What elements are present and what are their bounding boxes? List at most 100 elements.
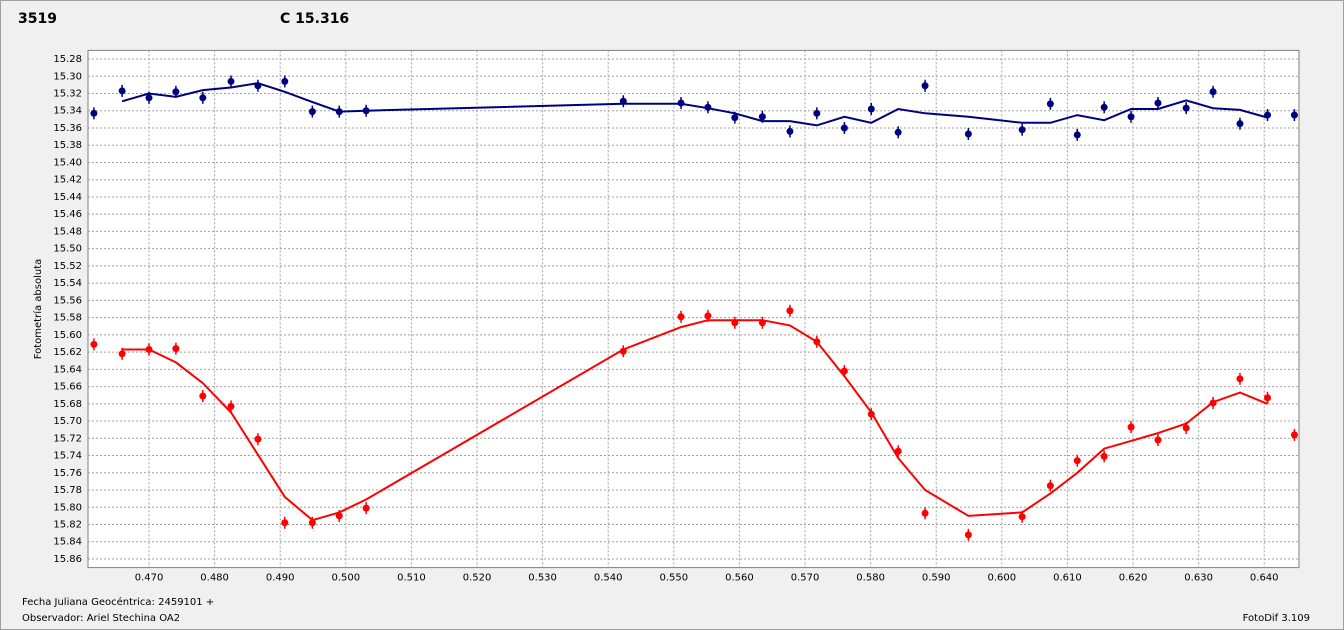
- point-dot: [254, 435, 262, 443]
- y-tick-label: 15.28: [53, 54, 82, 65]
- y-tick-label: 15.36: [53, 123, 82, 134]
- point-dot: [1264, 394, 1272, 402]
- point-dot: [308, 519, 316, 527]
- x-tick-label: 0.550: [659, 573, 688, 584]
- point-dot: [1154, 99, 1162, 107]
- data-point: [677, 310, 685, 323]
- data-point: [254, 433, 262, 446]
- point-dot: [1073, 457, 1081, 465]
- data-point: [1073, 128, 1081, 141]
- y-tick-label: 15.76: [53, 468, 82, 479]
- data-point: [813, 107, 821, 120]
- point-dot: [1073, 131, 1081, 139]
- data-point: [786, 304, 794, 317]
- y-tick-label: 15.80: [53, 502, 82, 513]
- y-axis-label: Fotometría absoluta: [32, 259, 44, 360]
- data-point: [281, 516, 289, 529]
- fit-line: [122, 319, 1268, 522]
- data-point: [227, 75, 235, 88]
- data-point: [964, 128, 972, 141]
- point-dot: [964, 130, 972, 138]
- data-point: [308, 105, 316, 118]
- point-dot: [1154, 436, 1162, 444]
- data-point: [90, 107, 98, 120]
- point-dot: [172, 88, 180, 96]
- point-dot: [1290, 431, 1298, 439]
- x-tick-label: 0.640: [1250, 573, 1279, 584]
- point-dot: [867, 105, 875, 113]
- data-point: [1127, 110, 1135, 123]
- point-dot: [362, 504, 370, 512]
- y-tick-label: 15.84: [53, 537, 82, 548]
- point-dot: [1046, 100, 1054, 108]
- point-dot: [813, 109, 821, 117]
- y-tick-label: 15.48: [53, 226, 82, 237]
- y-tick-label: 15.44: [53, 192, 82, 203]
- data-point: [1046, 97, 1054, 110]
- title: 3519: [18, 11, 57, 27]
- x-tick-label: 0.540: [594, 573, 623, 584]
- y-tick-label: 15.56: [53, 295, 82, 306]
- data-point: [1290, 428, 1298, 441]
- point-dot: [227, 402, 235, 410]
- point-dot: [199, 94, 207, 102]
- data-point: [1018, 123, 1026, 136]
- point-dot: [90, 109, 98, 117]
- data-point: [172, 342, 180, 355]
- data-point: [1100, 101, 1108, 114]
- point-dot: [1046, 482, 1054, 490]
- point-dot: [731, 114, 739, 122]
- point-dot: [1236, 375, 1244, 383]
- data-point: [1236, 117, 1244, 130]
- point-dot: [677, 313, 685, 321]
- x-tick-label: 0.480: [200, 573, 229, 584]
- y-tick-label: 15.50: [53, 244, 82, 255]
- x-tick-label: 0.600: [988, 573, 1017, 584]
- point-dot: [1182, 424, 1190, 432]
- data-point: [1209, 85, 1217, 98]
- point-dot: [90, 340, 98, 348]
- point-dot: [894, 128, 902, 136]
- point-dot: [894, 447, 902, 455]
- data-point: [1236, 372, 1244, 385]
- data-point: [786, 125, 794, 138]
- data-point: [199, 390, 207, 403]
- y-tick-label: 15.54: [53, 278, 82, 289]
- data-point: [867, 103, 875, 116]
- point-dot: [1018, 126, 1026, 134]
- y-tick-label: 15.40: [53, 157, 82, 168]
- point-dot: [1182, 104, 1190, 112]
- data-point: [921, 507, 929, 520]
- point-dot: [1100, 452, 1108, 460]
- data-point: [840, 121, 848, 134]
- point-dot: [1127, 423, 1135, 431]
- point-dot: [1018, 513, 1026, 521]
- data-point: [1154, 96, 1162, 109]
- x-tick-label: 0.560: [725, 573, 754, 584]
- point-dot: [227, 77, 235, 85]
- annotation: FotoDif 3.109: [1243, 613, 1310, 624]
- y-tick-label: 15.32: [53, 89, 82, 100]
- point-dot: [281, 519, 289, 527]
- x-tick-label: 0.510: [397, 573, 426, 584]
- plot-area: [87, 49, 1300, 569]
- point-dot: [1236, 120, 1244, 128]
- annotation: Fecha Juliana Geocéntrica: 2459101 +: [22, 596, 214, 608]
- point-dot: [964, 531, 972, 539]
- data-point: [1100, 450, 1108, 463]
- data-point: [172, 85, 180, 98]
- point-dot: [145, 94, 153, 102]
- data-point: [308, 516, 316, 529]
- point-dot: [281, 77, 289, 85]
- data-point: [1264, 391, 1272, 404]
- data-point: [281, 75, 289, 88]
- point-dot: [1209, 88, 1217, 96]
- y-tick-label: 15.86: [53, 554, 82, 565]
- y-tick-label: 15.74: [53, 451, 82, 462]
- point-dot: [308, 108, 316, 116]
- point-dot: [172, 345, 180, 353]
- point-dot: [118, 350, 126, 358]
- annotation: Observador: Ariel Stechina OA2: [22, 613, 180, 624]
- point-dot: [758, 113, 766, 121]
